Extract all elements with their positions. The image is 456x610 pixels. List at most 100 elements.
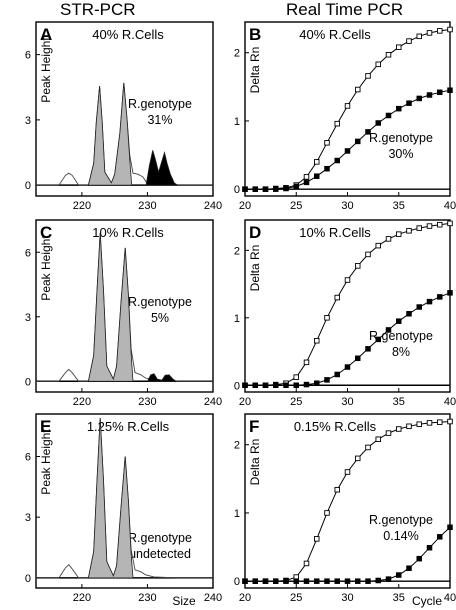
variant-point bbox=[344, 148, 351, 154]
reference-point bbox=[447, 418, 453, 425]
x-tick-label: 240 bbox=[204, 396, 222, 408]
x-tick-label: 25 bbox=[290, 200, 302, 212]
variant-point bbox=[447, 290, 453, 296]
variant-point bbox=[396, 318, 402, 324]
reference-point bbox=[293, 374, 300, 380]
reference-point bbox=[344, 469, 351, 475]
variant-point bbox=[283, 382, 289, 389]
x-tick-label: 20 bbox=[239, 396, 251, 408]
variant-point bbox=[324, 165, 330, 172]
genotype-percent: 8% bbox=[392, 345, 410, 359]
x-tick-label: 240 bbox=[204, 200, 222, 212]
y-tick-label: 0 bbox=[234, 576, 240, 588]
reference-point bbox=[365, 251, 371, 258]
reference-point bbox=[375, 61, 382, 68]
variant-point bbox=[324, 578, 330, 584]
y-tick-label: 6 bbox=[25, 451, 31, 463]
variant-point bbox=[385, 112, 392, 119]
variant-point bbox=[293, 578, 300, 584]
reference-point bbox=[437, 221, 443, 228]
variant-peaks bbox=[145, 150, 179, 186]
reference-point bbox=[437, 419, 443, 425]
variant-point bbox=[293, 382, 300, 389]
variant-point bbox=[262, 578, 269, 584]
y-tick-label: 0 bbox=[25, 573, 31, 585]
x-tick-label: 35 bbox=[393, 592, 405, 604]
variant-point bbox=[365, 578, 371, 584]
panel-letter: D bbox=[249, 223, 261, 242]
variant-point bbox=[314, 173, 320, 179]
y-tick-label: 2 bbox=[234, 440, 240, 452]
reference-curve bbox=[245, 29, 451, 190]
y-tick-label: 1 bbox=[234, 508, 240, 520]
left-column-title: STR-PCR bbox=[60, 0, 136, 19]
panel-frame bbox=[35, 219, 214, 393]
reference-point bbox=[365, 73, 371, 79]
x-tick-label: 25 bbox=[290, 396, 302, 408]
variant-point bbox=[437, 89, 443, 96]
x-axis-label: Size bbox=[172, 594, 196, 608]
reference-point bbox=[447, 26, 453, 33]
variant-point bbox=[385, 576, 392, 582]
y-tick-label: 6 bbox=[25, 50, 31, 62]
variant-point bbox=[385, 327, 392, 333]
y-tick-label: 6 bbox=[25, 247, 31, 259]
variant-point bbox=[303, 381, 310, 388]
variant-point bbox=[303, 179, 310, 186]
reference-point bbox=[344, 103, 351, 109]
reference-point bbox=[437, 28, 443, 34]
panel-frame bbox=[35, 413, 214, 589]
reference-point bbox=[314, 536, 320, 542]
variant-point bbox=[375, 120, 382, 126]
variant-point bbox=[242, 186, 248, 192]
variant-point bbox=[396, 105, 402, 112]
variant-point bbox=[406, 565, 412, 571]
reference-point bbox=[314, 337, 320, 344]
x-tick-label: 35 bbox=[393, 200, 405, 212]
x-tick-label: 230 bbox=[138, 592, 156, 604]
y-tick-label: 3 bbox=[25, 115, 31, 127]
cell-percent-label: 0.15% R.Cells bbox=[294, 419, 377, 434]
variant-point bbox=[365, 346, 371, 352]
reference-peaks bbox=[87, 232, 134, 382]
reference-point bbox=[385, 52, 392, 58]
panel-letter: E bbox=[40, 417, 51, 436]
x-tick-label: 40 bbox=[444, 200, 456, 212]
variant-point bbox=[283, 185, 289, 192]
variant-point bbox=[355, 355, 361, 362]
y-axis-label: Peak Height bbox=[39, 429, 53, 495]
y-tick-label: 0 bbox=[234, 184, 240, 196]
variant-point bbox=[344, 578, 351, 584]
x-tick-label: 230 bbox=[138, 396, 156, 408]
variant-point bbox=[355, 138, 361, 145]
y-tick-label: 3 bbox=[25, 312, 31, 324]
reference-point bbox=[334, 294, 341, 301]
variant-point bbox=[252, 382, 258, 389]
reference-point bbox=[344, 277, 351, 283]
variant-point bbox=[375, 577, 382, 584]
y-tick-label: 0 bbox=[234, 380, 240, 392]
variant-point bbox=[273, 578, 279, 584]
x-tick-label: 40 bbox=[444, 592, 456, 604]
y-axis-label: Delta Rn bbox=[248, 439, 262, 486]
right-column-title: Real Time PCR bbox=[286, 0, 404, 19]
variant-point bbox=[252, 186, 258, 192]
genotype-label: R.genotype bbox=[369, 131, 433, 145]
variant-point bbox=[273, 186, 279, 192]
reference-point bbox=[324, 510, 330, 516]
reference-point bbox=[303, 359, 310, 366]
reference-point bbox=[406, 38, 412, 44]
variant-point bbox=[426, 298, 433, 305]
panel-f: 20 25 30 35 40 0 1 2 Delta Rn Cycle F 0.15% R.Cells… bbox=[234, 413, 456, 608]
variant-point bbox=[314, 578, 320, 584]
variant-point bbox=[406, 311, 412, 317]
reference-point bbox=[303, 560, 310, 567]
variant-point bbox=[416, 555, 423, 562]
panel-b: 20 25 30 35 40 0 1 2 Delta Rn B 40% R.Cells R.genot… bbox=[234, 21, 456, 212]
genotype-label: R.genotype bbox=[369, 513, 433, 527]
variant-point bbox=[437, 534, 443, 540]
reference-point bbox=[426, 30, 433, 36]
x-tick-label: 220 bbox=[73, 200, 91, 212]
